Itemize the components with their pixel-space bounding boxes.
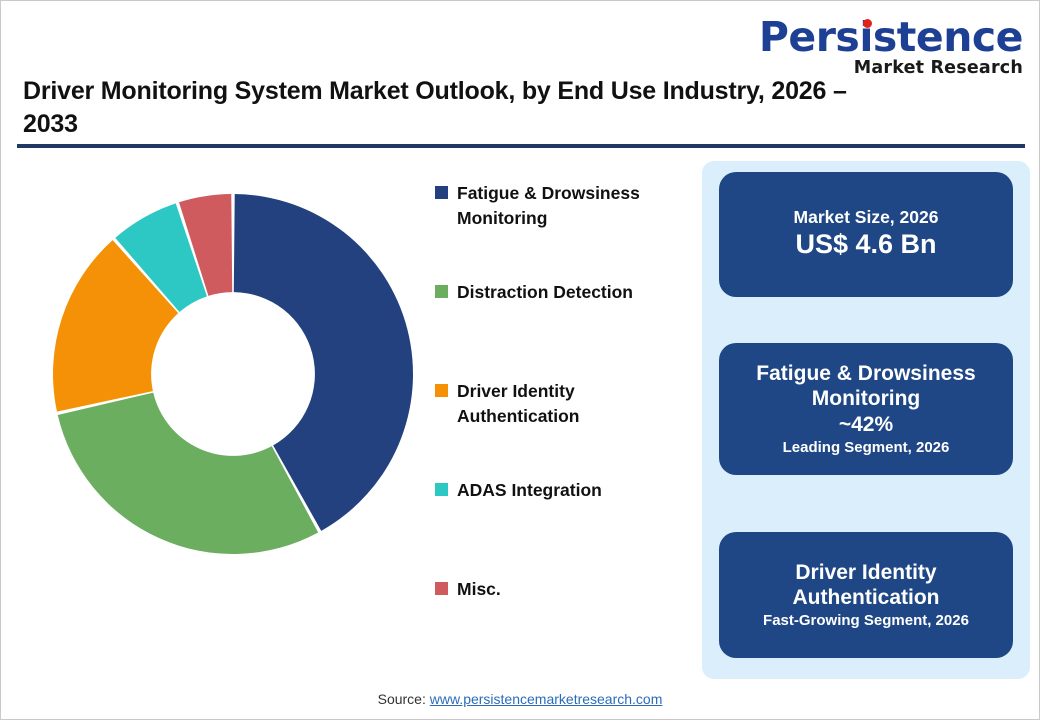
card-market-size-value: US$ 4.6 Bn (795, 229, 937, 260)
card-market-size: Market Size, 2026 US$ 4.6 Bn (719, 172, 1013, 297)
legend-item-distraction-detection[interactable]: Distraction Detection (435, 280, 685, 379)
donut-slice[interactable] (53, 240, 179, 412)
card-leading-segment-share: ~42% (838, 413, 894, 437)
legend-item-fatigue-drowsiness-monitoring[interactable]: Fatigue & Drowsiness Monitoring (435, 181, 685, 280)
donut-slice[interactable] (233, 194, 413, 531)
logo-accent-dot-icon (862, 19, 872, 28)
card-market-size-label: Market Size, 2026 (793, 206, 939, 227)
card-leading-segment-name-line2: Monitoring (811, 387, 921, 411)
source-link[interactable]: www.persistencemarketresearch.com (429, 691, 663, 707)
legend-item-label: Misc. (457, 579, 501, 599)
highlights-panel: Market Size, 2026 US$ 4.6 Bn Fatigue & D… (702, 161, 1030, 679)
card-fast-growing-segment-caption: Fast-Growing Segment, 2026 (763, 611, 969, 629)
donut-chart-svg (53, 194, 413, 554)
legend-swatch-icon (435, 384, 448, 397)
logo-brand-text: Persistence (758, 13, 1024, 61)
legend-item-adas-integration[interactable]: ADAS Integration (435, 478, 685, 577)
legend-swatch-icon (435, 582, 448, 595)
legend-item-label: ADAS Integration (457, 480, 602, 500)
page-title: Driver Monitoring System Market Outlook,… (23, 77, 847, 138)
card-fast-growing-segment-name-line1: Driver Identity (795, 560, 937, 584)
source-footer: Source: www.persistencemarketresearch.co… (1, 691, 1039, 707)
card-leading-segment: Fatigue & Drowsiness Monitoring ~42% Lea… (719, 343, 1013, 475)
donut-slice[interactable] (179, 194, 233, 296)
legend-item-misc[interactable]: Misc. (435, 577, 685, 602)
donut-slice[interactable] (57, 392, 319, 554)
logo-subtitle-text: Market Research (853, 58, 1023, 78)
card-leading-segment-name-line1: Fatigue & Drowsiness (756, 361, 976, 385)
donut-chart (37, 179, 437, 569)
legend-item-driver-identity-authentication[interactable]: Driver Identity Authentication (435, 379, 685, 478)
company-logo: Persistence Market Research (758, 13, 1024, 78)
card-fast-growing-segment: Driver Identity Authentication Fast-Grow… (719, 532, 1013, 658)
card-leading-segment-caption: Leading Segment, 2026 (782, 438, 950, 456)
card-fast-growing-segment-name-line2: Authentication (792, 586, 940, 610)
legend-item-label: Fatigue & Drowsiness Monitoring (457, 183, 640, 229)
donut-slice[interactable] (115, 203, 207, 313)
header-divider (17, 144, 1025, 148)
donut-slice-group (53, 194, 413, 554)
chart-legend: Fatigue & Drowsiness Monitoring Distract… (435, 181, 685, 602)
legend-swatch-icon (435, 186, 448, 199)
legend-swatch-icon (435, 483, 448, 496)
legend-item-label: Distraction Detection (457, 282, 633, 302)
legend-item-label: Driver Identity Authentication (457, 381, 580, 427)
source-label: Source: (377, 691, 430, 707)
legend-swatch-icon (435, 285, 448, 298)
